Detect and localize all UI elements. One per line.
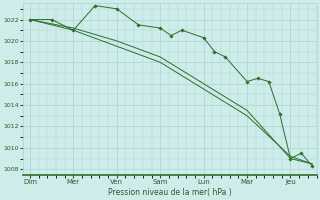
- X-axis label: Pression niveau de la mer( hPa ): Pression niveau de la mer( hPa ): [108, 188, 232, 197]
